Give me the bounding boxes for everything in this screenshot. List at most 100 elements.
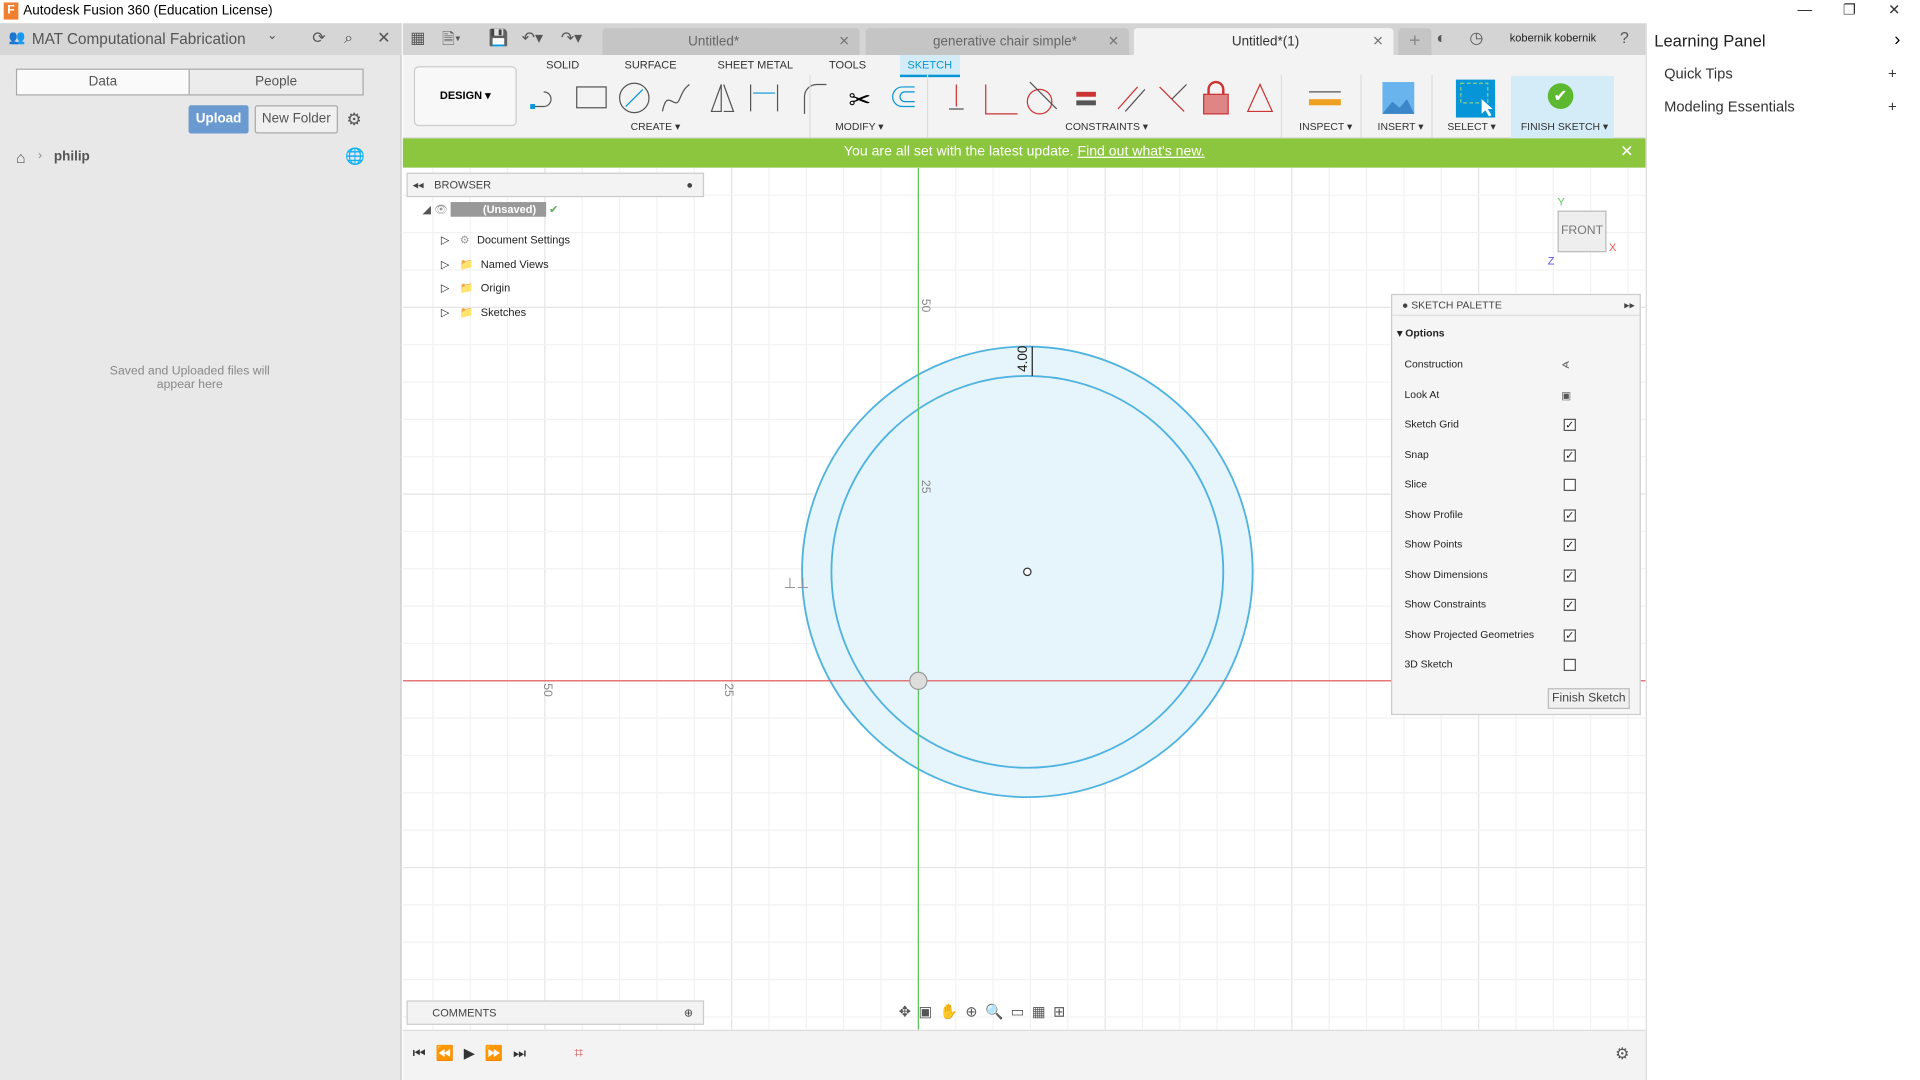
tree-root[interactable]: ◢ 👁 (Unsaved) ✔ bbox=[422, 202, 559, 217]
collapse-icon[interactable]: ◂◂ bbox=[412, 178, 424, 192]
navigation-bar[interactable]: ✥▣✋⊕🔍▭▦⊞ bbox=[899, 1003, 1073, 1020]
close-banner-icon[interactable]: ✕ bbox=[1620, 142, 1634, 161]
line-tool-icon bbox=[530, 91, 552, 109]
checkbox[interactable]: ✓ bbox=[1563, 418, 1576, 432]
project-selector[interactable]: MAT Computational Fabrication bbox=[31, 30, 246, 48]
viewcube-face[interactable]: FRONT bbox=[1557, 210, 1607, 253]
doc-tab-generative-chair[interactable]: generative chair simple* ✕ bbox=[865, 28, 1129, 56]
palette-option-label: Show Points bbox=[1404, 537, 1463, 550]
tab-solid[interactable]: SOLID bbox=[546, 58, 580, 72]
dimension-label[interactable]: 4.00 bbox=[1015, 345, 1031, 372]
insert-image-icon bbox=[1382, 82, 1415, 114]
tab-surface[interactable]: SURFACE bbox=[624, 58, 677, 72]
pin-icon[interactable]: ● bbox=[686, 178, 694, 192]
finish-sketch-button[interactable]: ✔ bbox=[1511, 75, 1614, 139]
expand-arrow-icon[interactable]: ▷ bbox=[440, 281, 450, 294]
close-tab-icon[interactable]: ✕ bbox=[838, 34, 850, 49]
modeling-essentials-item[interactable]: Modeling Essentials + bbox=[1664, 97, 1897, 116]
perpendicular-constraint-icon bbox=[1159, 84, 1187, 112]
restore-button[interactable]: ❐ bbox=[1842, 1, 1857, 19]
minimize-button[interactable]: — bbox=[1797, 1, 1813, 19]
undo-icon[interactable]: ↶▾ bbox=[521, 28, 543, 47]
sketch-feature-icon[interactable]: ⌗ bbox=[574, 1043, 584, 1062]
redo-icon[interactable]: ↷▾ bbox=[560, 28, 583, 47]
finish-sketch-palette-button[interactable]: Finish Sketch bbox=[1547, 688, 1630, 709]
tab-people[interactable]: People bbox=[188, 68, 364, 96]
apps-grid-icon[interactable]: ▦ bbox=[410, 28, 426, 47]
doc-tab-untitled[interactable]: Untitled* ✕ bbox=[602, 28, 860, 56]
close-panel-icon[interactable]: ✕ bbox=[377, 28, 391, 47]
new-tab-button[interactable]: + bbox=[1398, 28, 1432, 56]
workspace-switcher[interactable]: DESIGN ▾ bbox=[413, 66, 517, 127]
browser-item[interactable]: ▷ 📁 Named Views bbox=[441, 253, 570, 277]
constraints-menu[interactable]: CONSTRAINTS ▾ bbox=[1065, 120, 1149, 133]
select-menu[interactable]: SELECT ▾ bbox=[1447, 120, 1496, 133]
save-icon[interactable]: 💾 bbox=[488, 28, 509, 47]
upload-button[interactable]: Upload bbox=[188, 105, 249, 134]
checkbox[interactable]: ✓ bbox=[1563, 538, 1576, 552]
finish-sketch-menu[interactable]: FINISH SKETCH ▾ bbox=[1520, 120, 1609, 133]
checkbox[interactable]: ✓ bbox=[1563, 448, 1576, 462]
expand-icon[interactable]: ▸▸ bbox=[1624, 298, 1635, 312]
check-icon: ✔ bbox=[1547, 83, 1574, 109]
breadcrumb-separator: › bbox=[37, 149, 43, 163]
look-at-icon[interactable]: ▣ bbox=[1561, 388, 1572, 402]
root-label: (Unsaved) bbox=[451, 202, 547, 217]
timeline-settings-icon[interactable]: ⚙ bbox=[1615, 1044, 1630, 1063]
job-status-icon[interactable]: ◷ bbox=[1469, 28, 1484, 47]
home-icon[interactable]: ⌂ bbox=[15, 148, 26, 167]
checkbox[interactable] bbox=[1563, 478, 1576, 492]
help-icon[interactable]: ? bbox=[1620, 28, 1629, 47]
search-icon[interactable]: ⌕ bbox=[344, 28, 353, 47]
construction-icon[interactable]: ∢ bbox=[1561, 358, 1570, 372]
refresh-icon[interactable]: ⟳ bbox=[312, 28, 326, 47]
file-menu-icon[interactable]: 🗎▾ bbox=[442, 29, 461, 48]
palette-option-label: Snap bbox=[1404, 447, 1429, 460]
browser-item[interactable]: ▷ 📁 Origin bbox=[441, 277, 570, 301]
tab-data[interactable]: Data bbox=[15, 68, 190, 96]
axis-label: 25 bbox=[918, 479, 932, 494]
globe-icon[interactable]: 🌐 bbox=[345, 146, 366, 166]
options-section[interactable]: ▾ Options bbox=[1397, 326, 1445, 340]
zoom-window-icon: 🔍 bbox=[985, 1002, 1011, 1021]
checkbox[interactable]: ✓ bbox=[1563, 628, 1576, 642]
palette-header: ● SKETCH PALETTE ▸▸ bbox=[1392, 295, 1640, 316]
tab-sheet-metal[interactable]: SHEET METAL bbox=[717, 58, 794, 72]
gear-icon[interactable]: ⚙ bbox=[346, 108, 362, 129]
checkbox[interactable]: ✓ bbox=[1563, 598, 1576, 612]
offset-tool-icon bbox=[892, 86, 915, 108]
inspect-menu[interactable]: INSPECT ▾ bbox=[1299, 120, 1353, 133]
chevron-right-icon[interactable]: › bbox=[1894, 29, 1901, 51]
close-tab-icon[interactable]: ✕ bbox=[1372, 34, 1384, 49]
expand-arrow-icon[interactable]: ▷ bbox=[440, 257, 450, 271]
user-account[interactable]: kobernik kobernik bbox=[1509, 31, 1597, 45]
timeline-controls[interactable]: ⏮⏪▶⏩⏭ bbox=[413, 1044, 536, 1062]
learning-panel-title: Learning Panel bbox=[1654, 31, 1766, 51]
expand-arrow-icon[interactable]: ▷ bbox=[440, 233, 450, 247]
breadcrumb[interactable]: philip bbox=[53, 149, 90, 165]
quick-tips-item[interactable]: Quick Tips + bbox=[1664, 64, 1897, 83]
tab-sketch[interactable]: SKETCH bbox=[900, 55, 960, 78]
modify-menu[interactable]: MODIFY ▾ bbox=[835, 120, 884, 133]
chevron-down-icon[interactable]: ⌄ bbox=[266, 29, 278, 43]
new-folder-button[interactable]: New Folder bbox=[254, 105, 338, 134]
folder-icon: 📁 bbox=[459, 281, 474, 294]
checkbox[interactable] bbox=[1563, 658, 1576, 672]
browser-item[interactable]: ▷ 📁 Sketches bbox=[441, 301, 570, 325]
insert-menu[interactable]: INSERT ▾ bbox=[1377, 120, 1424, 133]
add-comment-icon[interactable]: ⊕ bbox=[683, 1006, 694, 1019]
checkbox[interactable]: ✓ bbox=[1563, 568, 1576, 582]
checkbox[interactable]: ✓ bbox=[1563, 508, 1576, 522]
close-tab-icon[interactable]: ✕ bbox=[1107, 34, 1120, 49]
whats-new-link[interactable]: Find out what's new. bbox=[1077, 144, 1205, 160]
browser-item[interactable]: ▷ ⚙ Document Settings bbox=[441, 229, 570, 253]
close-window-button[interactable]: ✕ bbox=[1888, 1, 1901, 19]
expand-arrow-icon[interactable]: ▷ bbox=[440, 305, 450, 318]
browser-item-label: Named Views bbox=[480, 257, 549, 271]
tab-tools[interactable]: TOOLS bbox=[828, 58, 867, 72]
doc-tab-untitled-1[interactable]: Untitled*(1) ✕ bbox=[1133, 28, 1394, 56]
create-menu[interactable]: CREATE ▾ bbox=[630, 120, 681, 133]
extensions-icon[interactable]: ◐ bbox=[1436, 28, 1446, 47]
fillet-tool-icon bbox=[803, 83, 827, 114]
view-cube[interactable]: Y FRONT X Z bbox=[1548, 196, 1617, 273]
